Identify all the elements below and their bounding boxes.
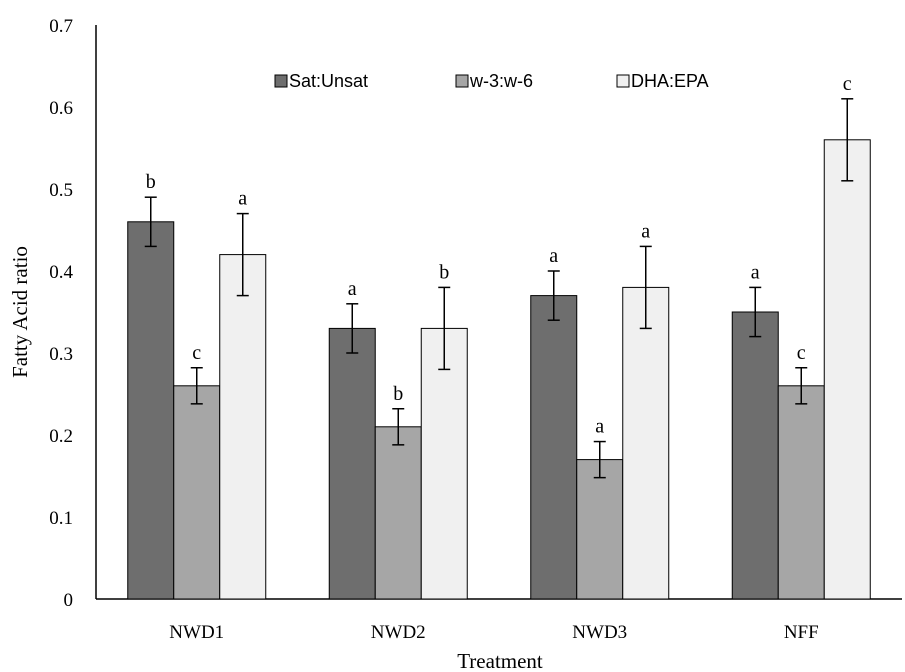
- x-tick-label: NWD1: [169, 622, 224, 643]
- significance-label: a: [348, 278, 357, 300]
- significance-label: b: [393, 383, 403, 405]
- bar: [420, 327, 468, 600]
- y-axis-ticks: 0 0.1 0.2 0.3 0.4 0.5 0.6 0.7: [49, 16, 73, 611]
- bar: [530, 295, 578, 600]
- legend-swatch: [616, 74, 630, 88]
- bar: [777, 385, 825, 600]
- bar: [823, 139, 871, 600]
- y-tick-label: 0.5: [49, 180, 73, 201]
- significance-label: b: [146, 171, 156, 193]
- significance-label: c: [797, 342, 806, 364]
- significance-label: a: [751, 261, 760, 283]
- significance-label: a: [238, 188, 247, 210]
- legend: Sat:Unsat w-3:w-6 DHA:EPA: [274, 71, 709, 91]
- y-tick-label: 0.2: [49, 426, 73, 447]
- y-tick-label: 0.1: [49, 508, 73, 529]
- significance-label: b: [439, 261, 449, 283]
- legend-label: DHA:EPA: [631, 71, 709, 91]
- y-tick-label: 0.7: [49, 16, 73, 37]
- significance-label: a: [641, 220, 650, 242]
- significance-label: a: [595, 416, 604, 438]
- y-tick-label: 0.3: [49, 344, 73, 365]
- bar: [622, 286, 670, 600]
- significance-label: c: [843, 73, 852, 95]
- bar: [576, 459, 624, 600]
- x-tick-label: NWD3: [572, 622, 627, 643]
- legend-label: Sat:Unsat: [289, 71, 368, 91]
- legend-swatch: [455, 74, 469, 88]
- bar: [731, 311, 779, 600]
- legend-label: w-3:w-6: [469, 71, 533, 91]
- bar: [328, 327, 376, 600]
- x-tick-label: NFF: [784, 622, 819, 643]
- bar: [173, 385, 221, 600]
- y-tick-label: 0.4: [49, 262, 73, 283]
- legend-swatch: [274, 74, 288, 88]
- bar: [127, 221, 175, 600]
- significance-label: c: [192, 342, 201, 364]
- y-tick-label: 0.6: [49, 98, 73, 119]
- bar: [219, 254, 267, 600]
- x-tick-label: NWD2: [371, 622, 426, 643]
- bar: [374, 426, 422, 600]
- significance-label: a: [549, 245, 558, 267]
- x-axis-tick-labels: NWD1 NWD2 NWD3 NFF: [169, 622, 818, 643]
- x-axis-title: Treatment: [457, 649, 543, 672]
- bars-group: b c a a b b a a a a c c: [127, 73, 871, 600]
- y-axis-title: Fatty Acid ratio: [8, 246, 32, 378]
- y-tick-label: 0: [64, 590, 74, 611]
